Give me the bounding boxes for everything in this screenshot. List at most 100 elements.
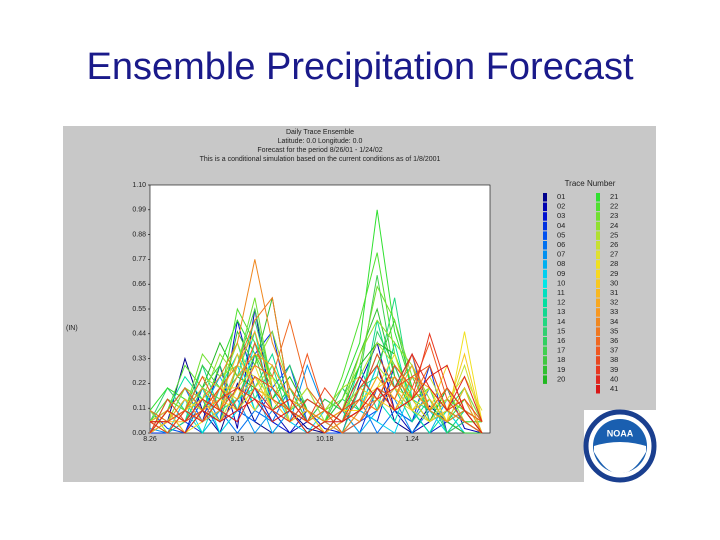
- legend-label: 23: [610, 211, 618, 220]
- legend-swatch: [543, 298, 547, 308]
- legend-label: 13: [557, 307, 565, 316]
- legend-swatch: [596, 260, 600, 269]
- legend-swatch: [543, 279, 547, 288]
- plot-area: [149, 184, 491, 434]
- legend-swatch: [543, 375, 547, 384]
- legend-label: 16: [557, 336, 565, 345]
- legend-swatch: [543, 327, 547, 336]
- legend-swatch: [543, 202, 547, 212]
- legend-label: 11: [557, 288, 565, 297]
- legend-swatch: [596, 385, 600, 394]
- x-tick-label: 8.26: [143, 436, 157, 443]
- legend-label: 30: [610, 278, 618, 287]
- legend-swatch: [543, 356, 547, 365]
- chart-subtitle: This is a conditional simulation based o…: [200, 156, 441, 163]
- legend-swatch: [596, 269, 600, 279]
- x-tick-label: 10.18: [316, 436, 334, 443]
- x-tick-label: 9.15: [231, 436, 245, 443]
- legend-swatch: [596, 279, 600, 288]
- legend-swatch: [543, 221, 547, 231]
- logo-label: NOAA: [607, 428, 634, 438]
- legend-label: 29: [610, 269, 618, 278]
- legend-label: 05: [557, 230, 565, 239]
- legend-label: 15: [557, 326, 565, 335]
- legend-label: 27: [610, 250, 618, 259]
- legend-swatch: [543, 241, 547, 250]
- legend-label: 35: [610, 326, 618, 335]
- legend-swatch: [596, 375, 600, 384]
- legend-swatch: [543, 193, 547, 202]
- legend-swatch: [596, 317, 600, 327]
- legend-label: 37: [610, 346, 618, 355]
- legend-swatch: [543, 346, 547, 356]
- legend-swatch: [596, 250, 600, 260]
- legend-swatch: [543, 317, 547, 327]
- legend-label: 18: [557, 355, 565, 364]
- legend-label: 10: [557, 278, 565, 287]
- legend-swatch: [596, 308, 600, 317]
- y-tick-label: 0.66: [132, 281, 146, 288]
- legend-label: 22: [610, 202, 618, 211]
- legend-label: 12: [557, 298, 565, 307]
- legend-label: 02: [557, 202, 565, 211]
- legend-label: 28: [610, 259, 618, 268]
- y-tick-label: 0.33: [132, 355, 146, 362]
- legend-swatch: [596, 212, 600, 221]
- y-tick-label: 0.22: [132, 380, 146, 387]
- legend-swatch: [596, 337, 600, 346]
- trace-line: [150, 364, 483, 434]
- y-tick-label: 0.00: [132, 430, 146, 437]
- y-axis-label: (IN): [66, 325, 78, 332]
- legend-swatch: [543, 231, 547, 240]
- y-tick-label: 0.44: [132, 331, 146, 338]
- legend-label: 32: [610, 298, 618, 307]
- chart-title: Daily Trace Ensemble: [286, 129, 354, 136]
- legend-label: 33: [610, 307, 618, 316]
- x-tick-label: 1.24: [405, 436, 419, 443]
- trace-line: [149, 332, 483, 434]
- legend-swatch: [596, 193, 600, 202]
- legend-swatch: [596, 298, 600, 308]
- legend-label: 01: [557, 192, 565, 201]
- legend-label: 26: [610, 240, 618, 249]
- legend-label: 14: [557, 317, 565, 326]
- y-tick-label: 0.77: [132, 256, 146, 263]
- slide-title: Ensemble Precipitation Forecast: [86, 46, 633, 88]
- legend-swatch: [596, 241, 600, 250]
- chart-subtitle: Forecast for the period 8/26/01 - 1/24/0…: [257, 147, 382, 154]
- legend-label: 19: [557, 365, 565, 374]
- legend-label: 17: [557, 346, 565, 355]
- noaa-logo: NOAA: [583, 409, 657, 483]
- legend-swatch: [543, 365, 547, 375]
- y-tick-label: 0.55: [132, 306, 146, 313]
- legend-title: Trace Number: [565, 179, 616, 188]
- legend-swatch: [543, 269, 547, 279]
- legend-label: 21: [610, 192, 618, 201]
- legend-label: 20: [557, 374, 565, 383]
- legend-label: 39: [610, 365, 618, 374]
- legend-swatch: [543, 260, 547, 269]
- legend-swatch: [543, 250, 547, 260]
- legend-label: 38: [610, 355, 618, 364]
- legend-swatch: [543, 212, 547, 221]
- legend-swatch: [543, 337, 547, 346]
- y-tick-label: 1.10: [132, 182, 146, 189]
- legend-label: 06: [557, 240, 565, 249]
- legend-label: 40: [610, 374, 618, 383]
- legend-swatch: [543, 289, 547, 298]
- legend-swatch: [596, 356, 600, 365]
- trace-line: [149, 363, 483, 434]
- y-tick-label: 0.11: [133, 405, 146, 412]
- legend-label: 25: [610, 230, 618, 239]
- legend-swatch: [596, 221, 600, 231]
- legend-swatch: [596, 327, 600, 336]
- trace-line: [149, 296, 483, 434]
- legend-swatch: [596, 202, 600, 212]
- legend-label: 03: [557, 211, 565, 220]
- legend-swatch: [596, 289, 600, 298]
- legend-swatch: [596, 365, 600, 375]
- legend-label: 07: [557, 250, 565, 259]
- legend-label: 09: [557, 269, 565, 278]
